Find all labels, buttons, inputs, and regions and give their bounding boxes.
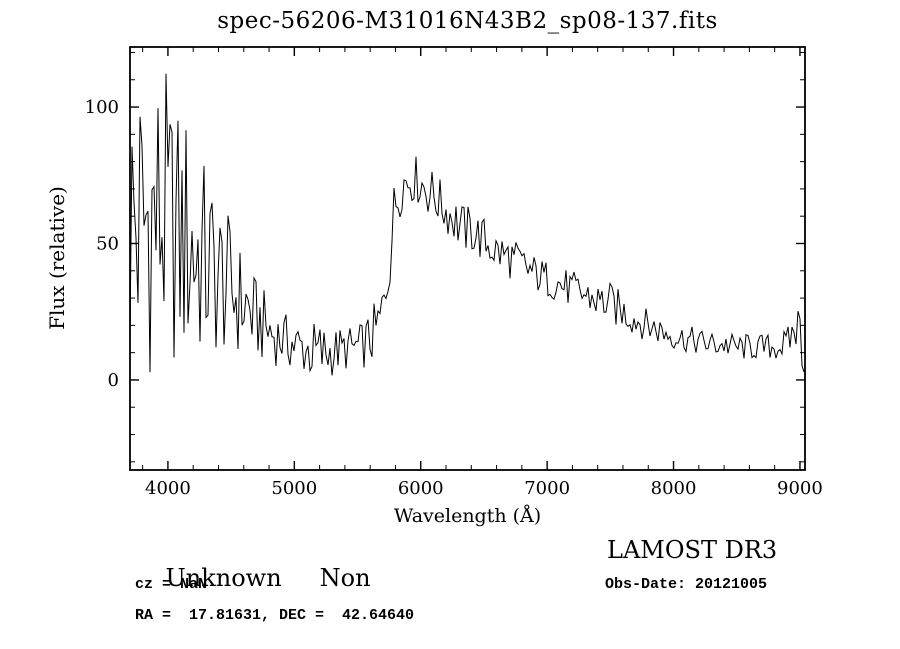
- subclass-label: Non: [319, 564, 371, 592]
- x-tick-label: 6000: [398, 478, 444, 499]
- x-tick-label: 5000: [271, 478, 317, 499]
- y-tick-label: 100: [85, 97, 119, 118]
- x-tick-label: 4000: [145, 478, 191, 499]
- x-axis-label: Wavelength (Å): [393, 505, 542, 527]
- classification-line: Unknown Non: [135, 536, 371, 620]
- y-tick-label: 0: [108, 370, 119, 391]
- y-tick-label: 50: [96, 233, 119, 254]
- obs-date: Obs-Date: 20121005: [605, 576, 768, 593]
- ra-dec-values: RA = 17.81631, DEC = 42.64640: [135, 607, 415, 624]
- x-tick-label: 7000: [524, 478, 570, 499]
- class-label: Unknown: [165, 564, 282, 592]
- x-tick-label: 8000: [651, 478, 697, 499]
- spectrum-trace: [129, 73, 805, 376]
- survey-label: LAMOST DR3: [607, 536, 778, 564]
- cz-value: cz = NaN: [135, 576, 208, 593]
- x-tick-label: 9000: [777, 478, 823, 499]
- plot-frame: [129, 46, 806, 471]
- spectrum-chart: 4000 5000 6000 7000 8000 9000 0 50 100: [85, 46, 823, 499]
- plot-title: spec-56206-M31016N43B2_sp08-137.fits: [217, 8, 718, 34]
